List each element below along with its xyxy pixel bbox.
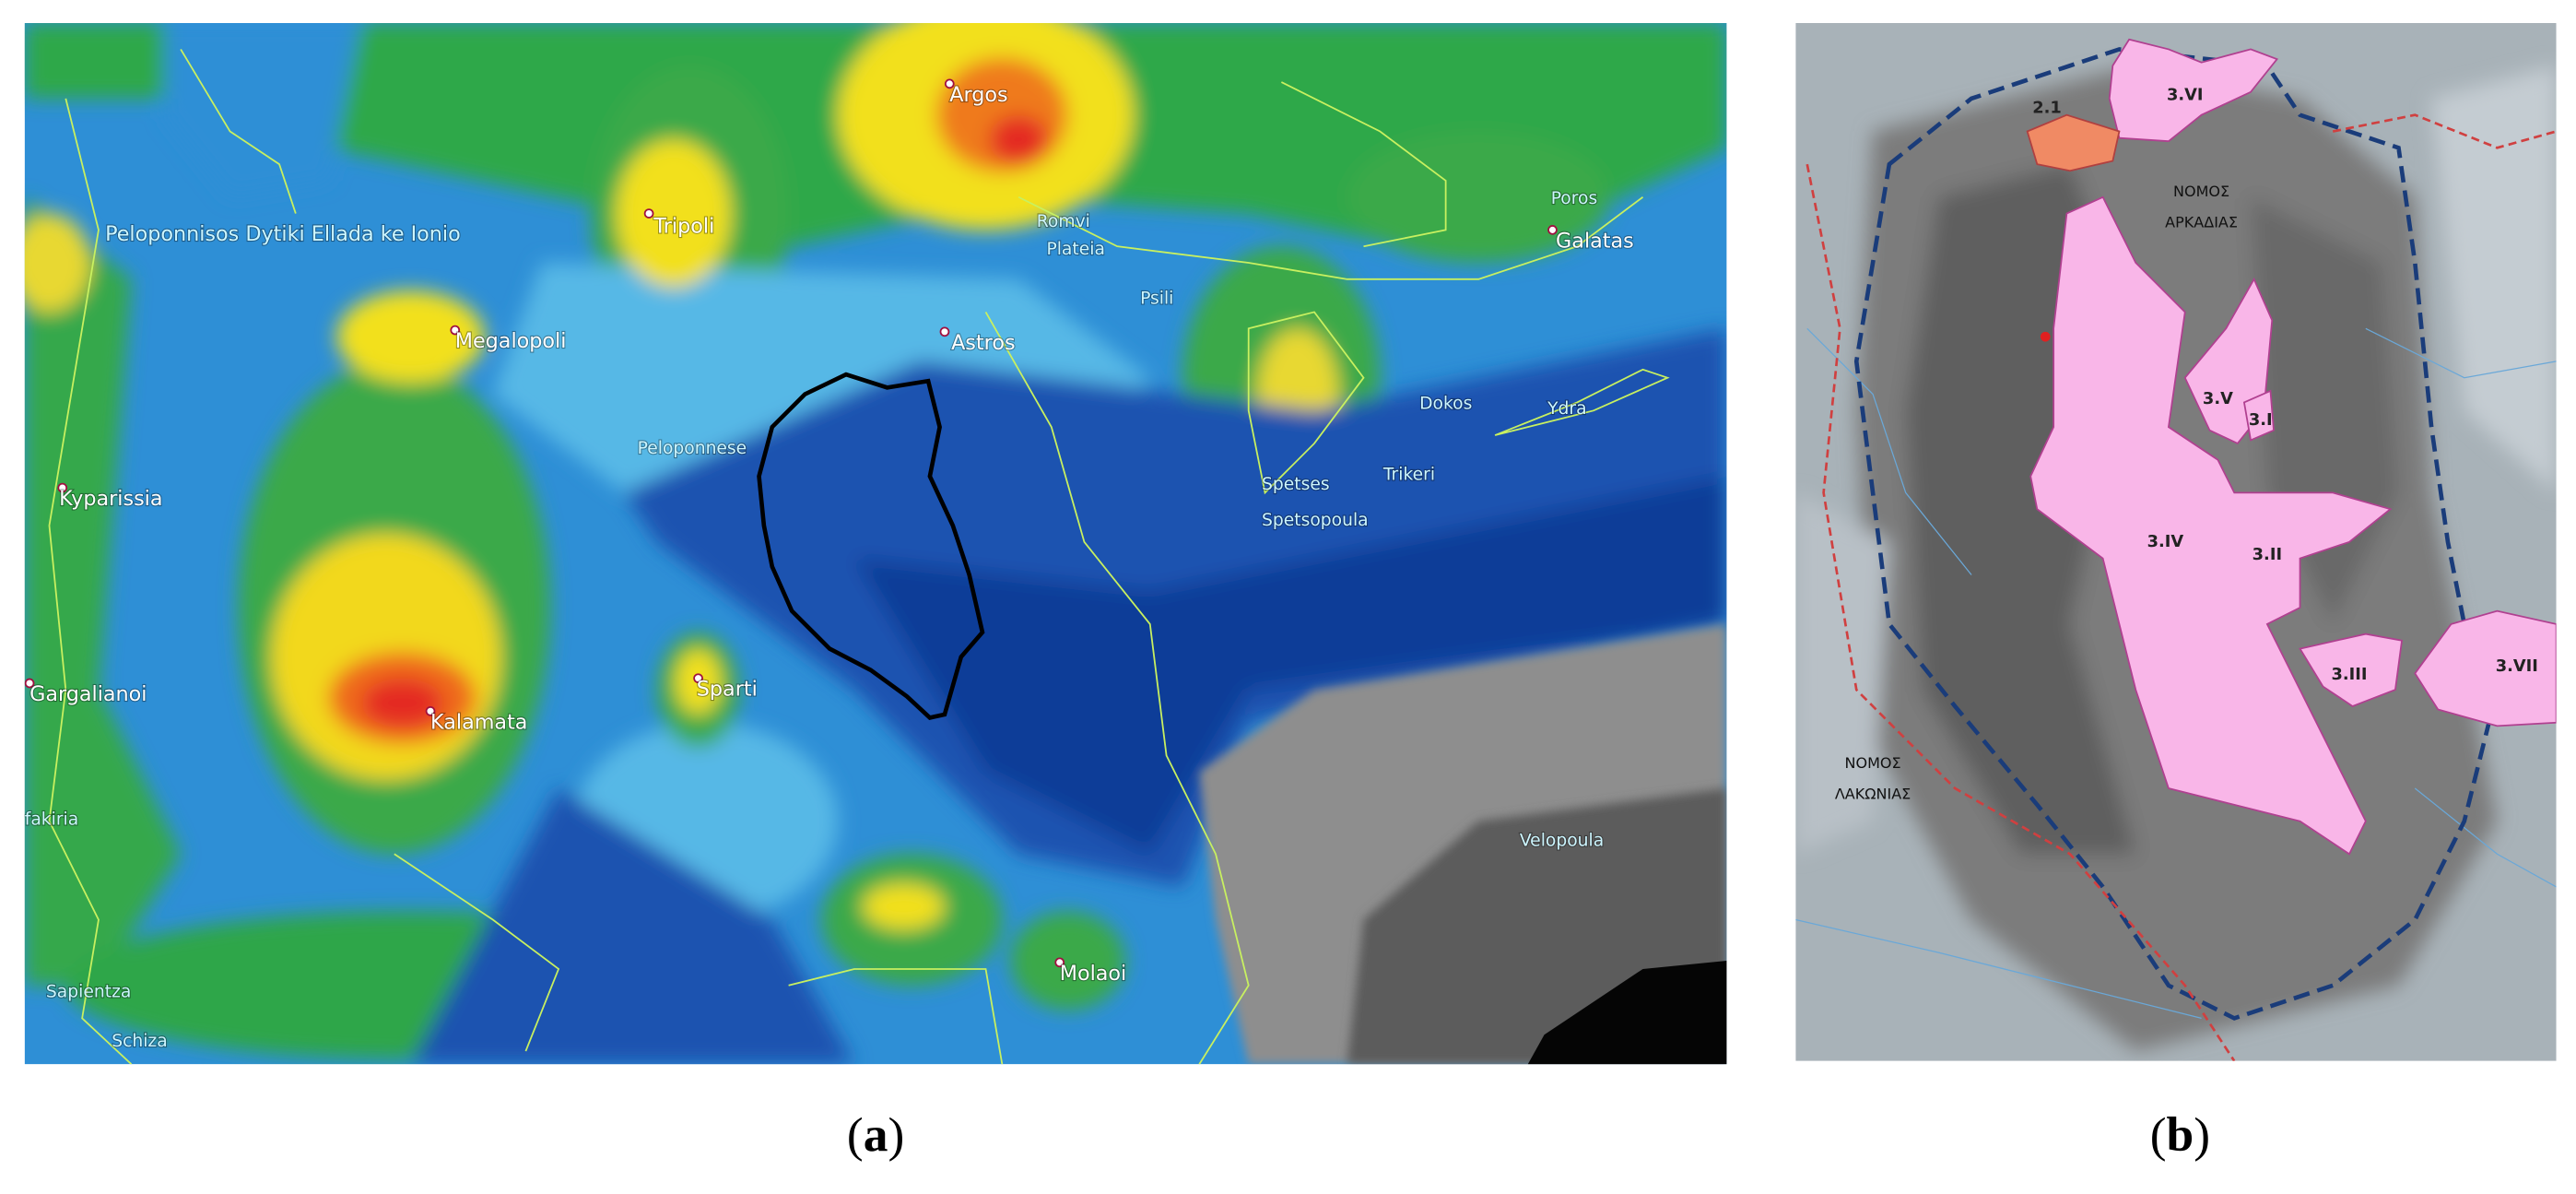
area-label: 3.VI [2167,85,2204,104]
regional-border [2332,113,2557,149]
caption-a: (a) [847,1106,904,1162]
place-label: Poros [1551,189,1598,208]
prefecture-label: ΛΑΚΩΝΙΑΣ [1835,786,1911,803]
place-label: Galatas [1556,229,1634,253]
area-label: 3.I [2249,410,2273,430]
place-label: Trikeri [1382,465,1435,484]
place-label: Sapientza [46,982,131,1001]
place-label: Spetsopoula [1262,511,1369,530]
place-label: Peloponnese [638,439,747,458]
place-label: Spetses [1262,475,1330,494]
place-label: Megalopoli [455,329,567,353]
area-label: 3.VII [2496,656,2538,676]
coastlines [48,48,1670,1065]
place-labels: Argos Tripoli Peloponnisos Dytiki Ellada… [25,82,1635,1052]
panel-b-map: 2.1 3.VI ΝΟΜΟΣ ΑΡΚΑΔΙΑΣ 3.V 3.I 3.IV 3.I… [1795,22,2557,1061]
prefecture-label: ΑΡΚΑΔΙΑΣ [2165,214,2238,231]
place-label: Sparti [697,678,758,702]
caption-letter: a [864,1106,888,1162]
place-label: Dokos [1419,395,1472,414]
sea-black [1527,961,1727,1065]
place-label: Plateia [1046,240,1104,259]
place-label: Astros [951,331,1015,355]
place-label: fakiria [25,810,78,829]
prefecture-label: ΝΟΜΟΣ [2173,183,2229,200]
protected-area-2-1 [2026,113,2121,172]
place-label: Tripoli [653,214,714,238]
area-label: 3.V [2203,389,2233,408]
place-label: Ydra [1547,399,1586,419]
area-label: 3.IV [2147,532,2184,551]
town-markers [24,78,1558,968]
area-label: 2.1 [2032,99,2062,118]
place-label: Velopoula [1520,832,1604,851]
place-label: Romvi [1037,212,1090,231]
site-marker [2040,331,2051,342]
place-label: Schiza [112,1032,168,1051]
place-label: Molaoi [1060,962,1127,986]
caption-letter: b [2167,1106,2194,1162]
protected-areas [2029,38,2557,856]
place-label: Argos [949,83,1007,107]
place-label: Peloponnisos Dytiki Ellada ke Ionio [105,222,461,246]
study-area-outline [757,372,985,720]
place-label: Kyparissia [59,487,162,511]
place-label: Kalamata [430,710,527,734]
area-label: 3.III [2331,665,2367,684]
area-labels: 2.1 3.VI ΝΟΜΟΣ ΑΡΚΑΔΙΑΣ 3.V 3.I 3.IV 3.I… [1835,85,2538,802]
regional-border [1806,163,2236,1061]
area-label: 3.II [2253,545,2282,564]
place-label: Psili [1140,290,1173,309]
heat-layer [24,22,1727,1065]
caption-b: (b) [2150,1106,2210,1162]
place-label: Gargalianoi [29,682,147,706]
panel-a-map: Argos Tripoli Peloponnisos Dytiki Ellada… [24,22,1727,1065]
prefecture-label: ΝΟΜΟΣ [1844,754,1900,772]
rivers [1795,327,2557,1020]
